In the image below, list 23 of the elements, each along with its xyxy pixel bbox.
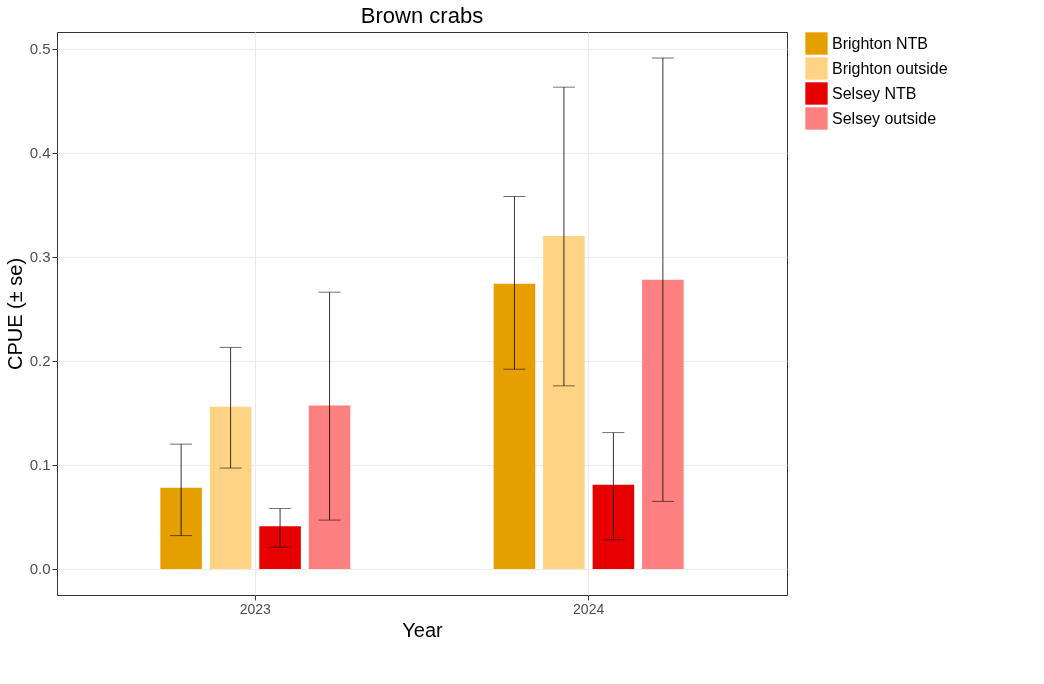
y-tick-label: 0.3 xyxy=(29,248,51,266)
y-axis-title: CPUE (± se) xyxy=(3,257,26,371)
y-tick-label: 0.1 xyxy=(29,456,51,474)
y-tick-label: 0.2 xyxy=(29,352,51,370)
bar xyxy=(592,484,635,569)
y-tick-label: 0.0 xyxy=(29,560,51,578)
bar xyxy=(543,235,585,569)
legend-label: Brighton outside xyxy=(832,59,948,77)
y-tick-label: 0.4 xyxy=(29,144,51,162)
x-tick-label: 2024 xyxy=(573,600,605,617)
bar xyxy=(493,283,536,569)
x-axis-title: Year xyxy=(402,618,444,641)
y-tick-label: 0.5 xyxy=(29,40,51,58)
bar xyxy=(160,487,202,569)
bar xyxy=(308,405,351,569)
bar xyxy=(642,279,684,569)
bar xyxy=(259,526,301,569)
legend-label: Selsey NTB xyxy=(832,84,917,102)
legend-label: Selsey outside xyxy=(832,109,937,127)
x-tick-label: 2023 xyxy=(239,600,272,617)
legend-label: Brighton NTB xyxy=(832,34,929,52)
chart-title: Brown crabs xyxy=(360,3,484,28)
bar xyxy=(209,406,252,569)
